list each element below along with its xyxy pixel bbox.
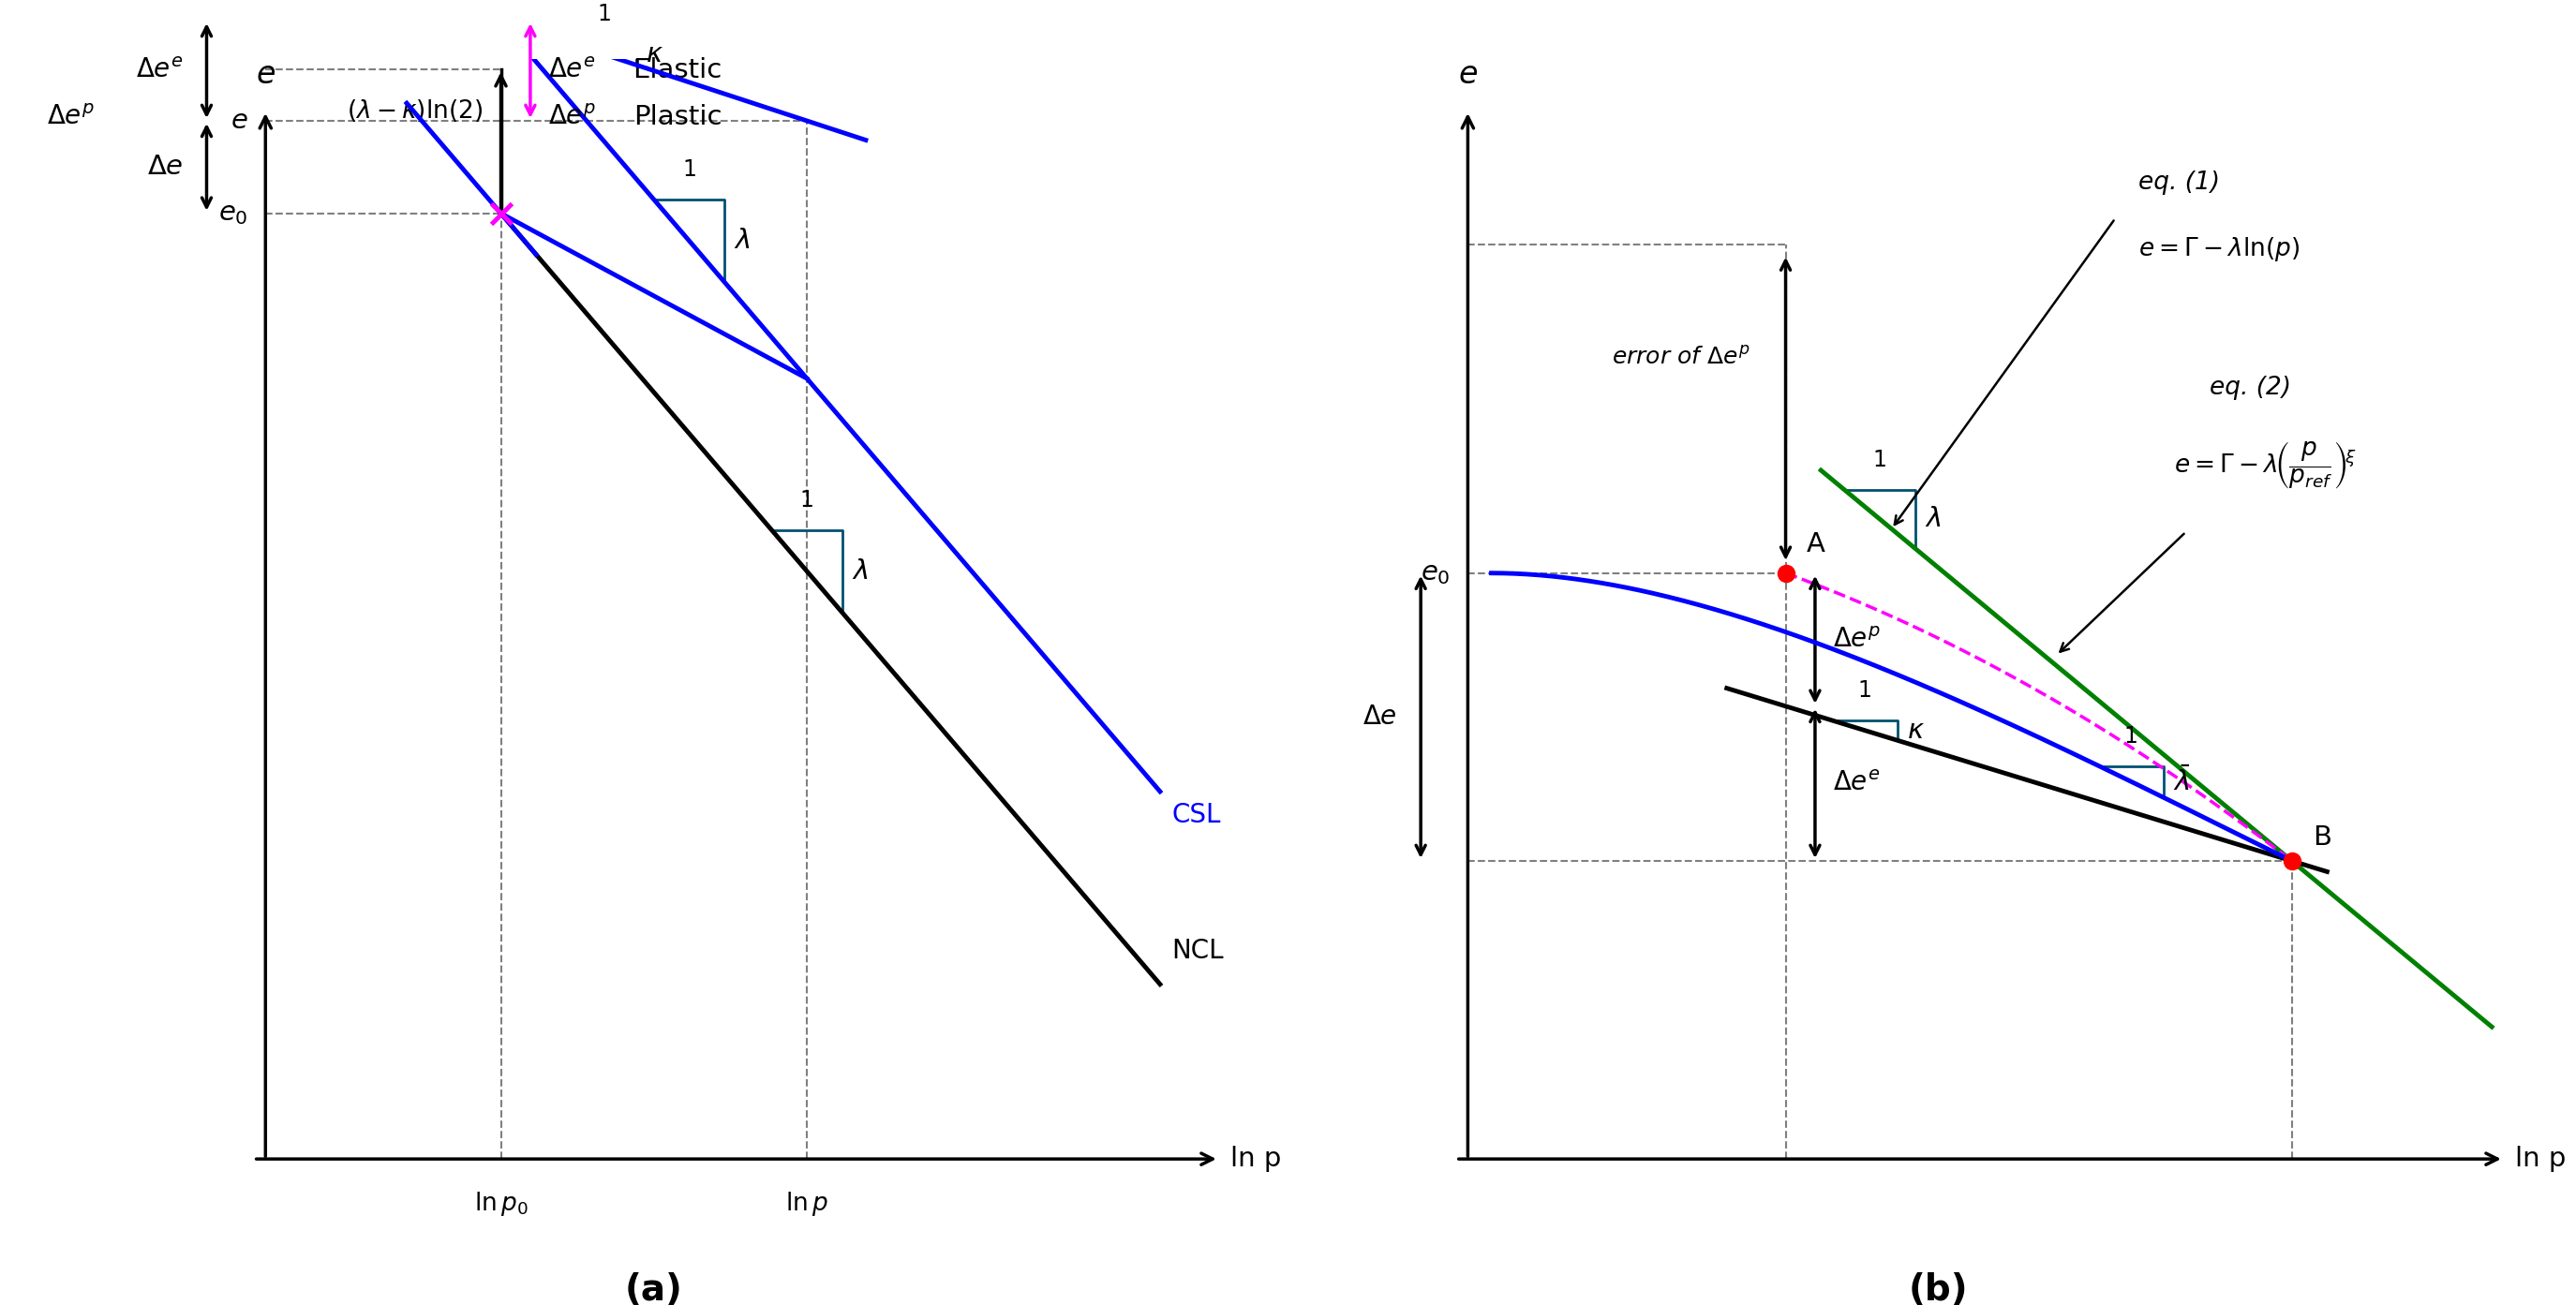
Text: $e$: $e$ [229,108,247,134]
Text: $\Delta e^e$: $\Delta e^e$ [1832,770,1880,796]
Text: $\Delta e^e$: $\Delta e^e$ [137,57,183,84]
Text: $\it{error}$ of $\Delta e^p$: $\it{error}$ of $\Delta e^p$ [1613,346,1749,368]
Text: $(\lambda-\kappa)\ln(2)$: $(\lambda-\kappa)\ln(2)$ [348,98,484,124]
Text: eq. (1): eq. (1) [2138,171,2221,194]
Text: $\ln p$: $\ln p$ [786,1190,829,1218]
Text: $\Delta e$: $\Delta e$ [1363,703,1396,729]
Text: B: B [2313,825,2331,851]
Text: $\lambda$: $\lambda$ [853,559,868,585]
Text: eq. (2): eq. (2) [2210,376,2290,401]
Text: Elastic: Elastic [634,57,721,84]
Text: 1: 1 [1857,680,1873,702]
Text: $\Delta e^p$: $\Delta e^p$ [46,104,95,131]
Text: $e$: $e$ [1458,59,1479,90]
Text: 1: 1 [1873,449,1886,471]
Text: $e_0$: $e_0$ [1419,560,1450,586]
Text: $e = \Gamma-\lambda\!\left(\dfrac{p}{p_{ref}}\right)^{\!\xi}$: $e = \Gamma-\lambda\!\left(\dfrac{p}{p_{… [2174,440,2357,491]
Text: $\bar{\lambda}$: $\bar{\lambda}$ [2174,766,2190,796]
Text: $e$: $e$ [255,59,276,90]
Text: $\lambda$: $\lambda$ [1924,506,1940,532]
Text: $e = \Gamma-\lambda\ln(p)$: $e = \Gamma-\lambda\ln(p)$ [2138,235,2300,264]
Text: (b): (b) [1909,1272,1968,1305]
Text: A: A [1806,531,1826,557]
Text: 1: 1 [801,489,814,512]
Text: $\Delta e^p$: $\Delta e^p$ [1832,626,1880,652]
Text: $e_0$: $e_0$ [219,200,247,227]
Text: $\ln p_0$: $\ln p_0$ [474,1190,528,1218]
Text: $\Delta e$: $\Delta e$ [147,154,183,180]
Text: $\lambda$: $\lambda$ [734,228,750,254]
Text: Plastic: Plastic [634,104,721,131]
Text: $\Delta e^e$: $\Delta e^e$ [549,57,595,84]
Text: NCL: NCL [1172,937,1224,963]
Text: ln p: ln p [2514,1146,2566,1172]
Text: 1: 1 [683,159,696,181]
Text: 1: 1 [2125,724,2138,748]
Text: $\kappa$: $\kappa$ [647,42,665,68]
Text: 1: 1 [598,3,611,25]
Text: CSL: CSL [1172,801,1221,827]
Text: ln p: ln p [1231,1146,1283,1172]
Text: $\kappa$: $\kappa$ [1906,718,1924,744]
Text: (a): (a) [626,1272,683,1305]
Text: $\Delta e^p$: $\Delta e^p$ [549,104,595,131]
